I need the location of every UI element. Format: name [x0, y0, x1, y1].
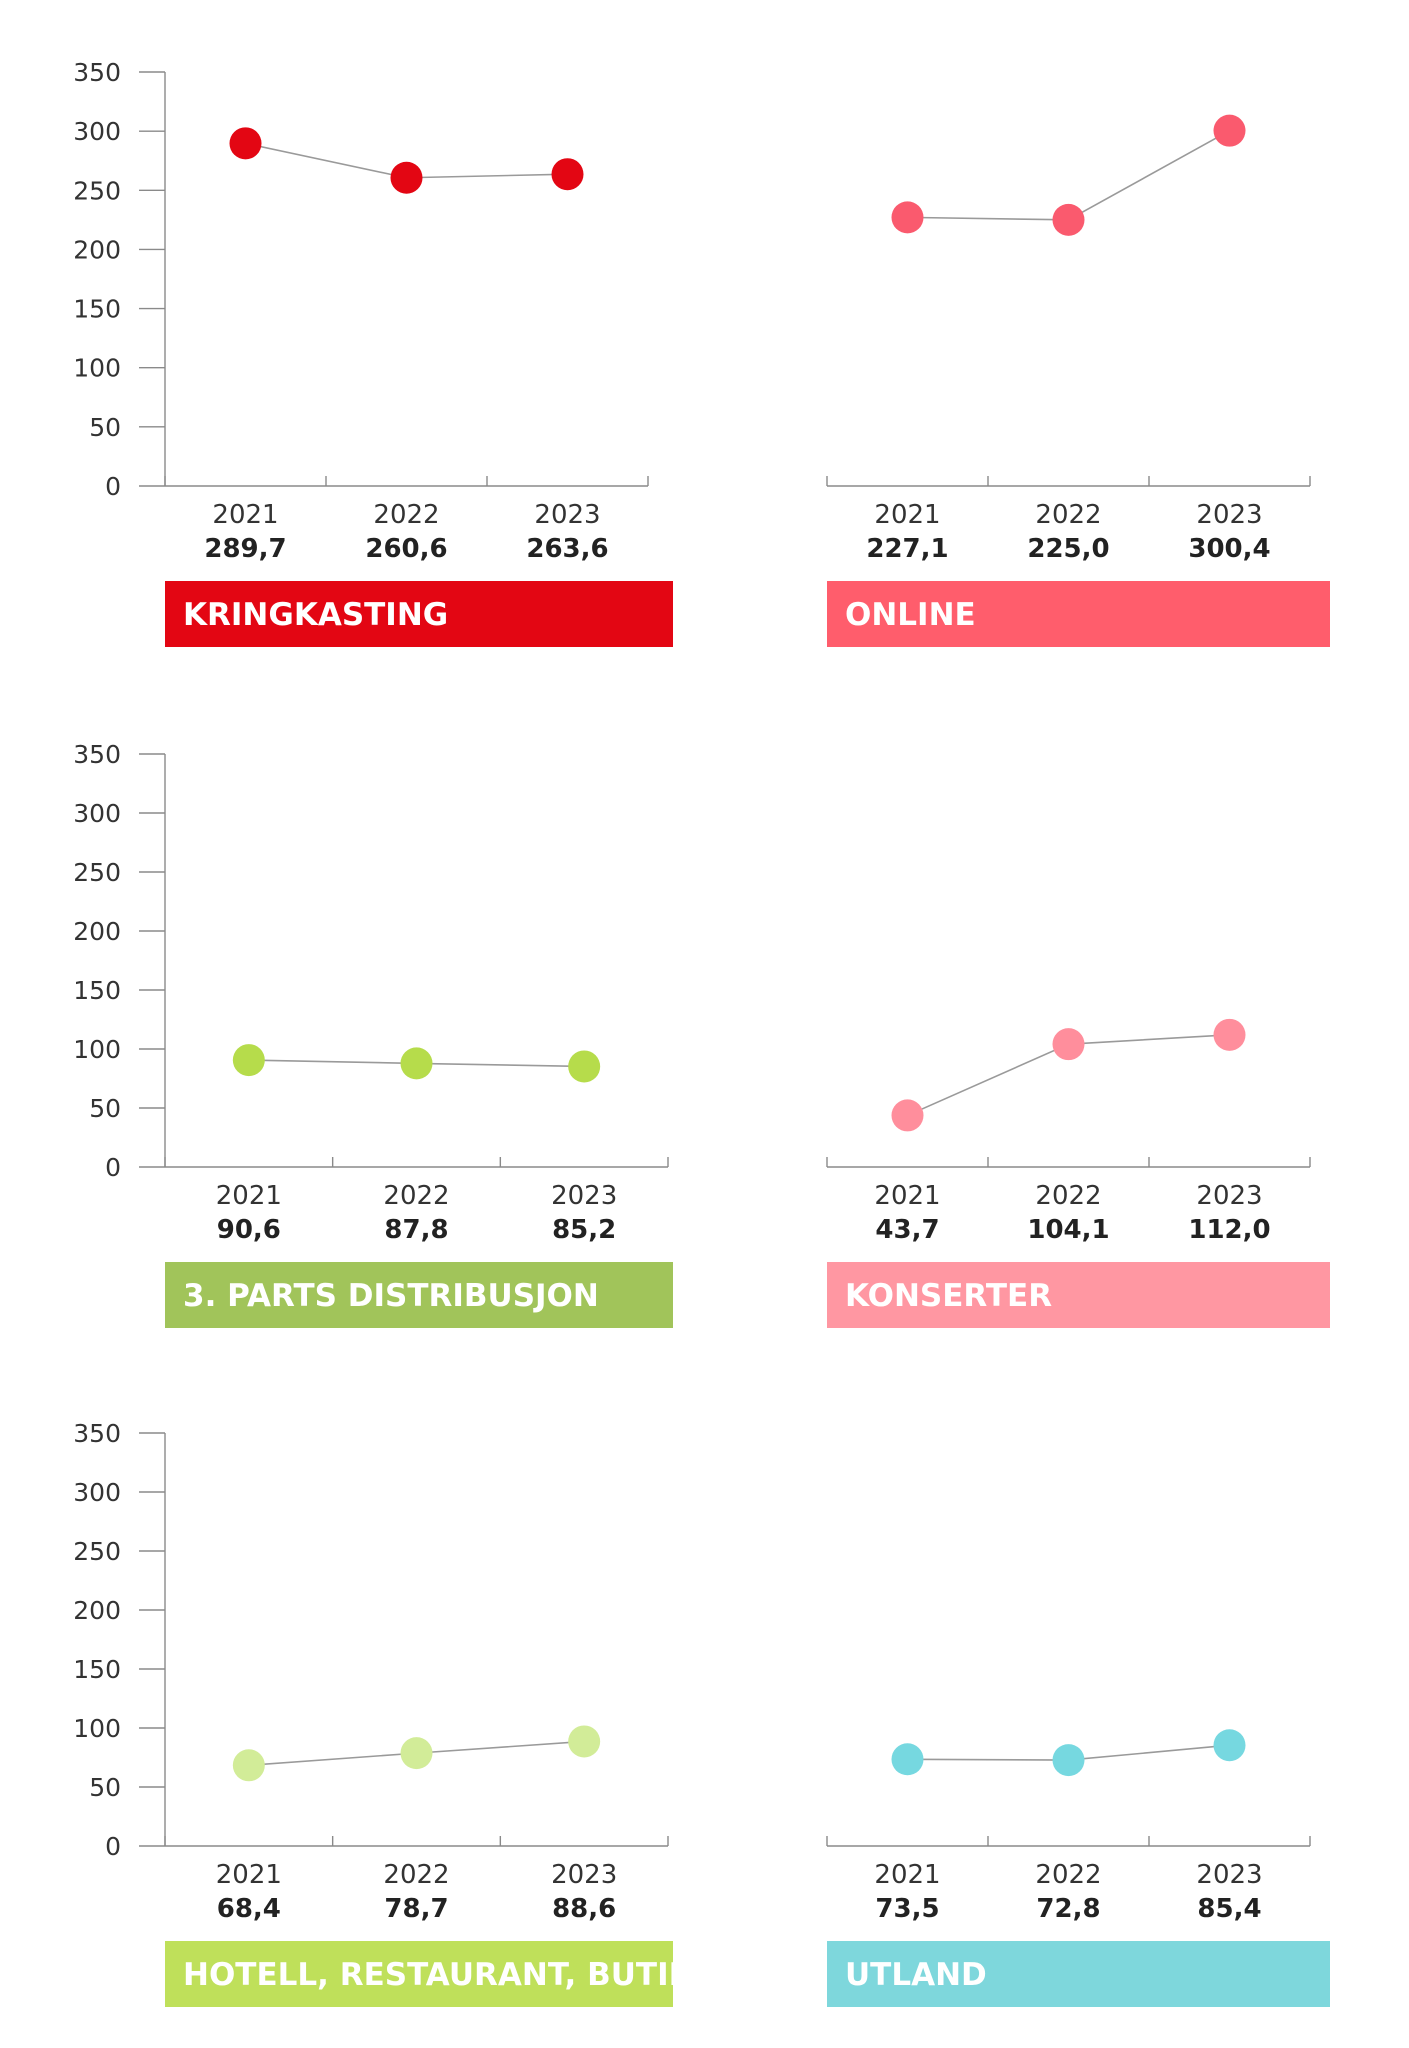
x-tick-label: 2023 — [1196, 500, 1262, 530]
y-tick-label: 250 — [73, 176, 121, 205]
category-banner-title: ONLINE — [845, 597, 976, 633]
data-point-2023 — [551, 158, 584, 191]
data-point-2023 — [568, 1725, 601, 1758]
y-tick-label: 0 — [105, 1153, 121, 1182]
data-point-2022 — [390, 161, 423, 194]
y-tick-label: 100 — [73, 354, 121, 383]
y-tick-label: 250 — [73, 1537, 121, 1566]
data-value-label: 263,6 — [526, 534, 608, 564]
data-value-label: 43,7 — [875, 1215, 939, 1245]
data-value-label: 73,5 — [875, 1894, 939, 1924]
y-tick-label: 300 — [73, 799, 121, 828]
x-tick-label: 2022 — [373, 500, 439, 530]
y-tick-label: 200 — [73, 917, 121, 946]
data-point-2022 — [1052, 203, 1085, 236]
y-tick-label: 300 — [73, 1478, 121, 1507]
y-tick-label: 100 — [73, 1035, 121, 1064]
x-tick-label: 2022 — [383, 1860, 449, 1890]
y-tick-label: 100 — [73, 1714, 121, 1743]
y-tick-label: 50 — [89, 1094, 121, 1123]
data-point-2023 — [1213, 114, 1246, 147]
category-banner-title: KRINGKASTING — [183, 597, 448, 633]
data-point-2023 — [1213, 1729, 1246, 1762]
category-banner — [827, 581, 1330, 647]
data-value-label: 85,2 — [552, 1215, 616, 1245]
data-value-label: 68,4 — [217, 1894, 281, 1924]
data-value-label: 227,1 — [866, 534, 948, 564]
x-tick-label: 2021 — [874, 1181, 940, 1211]
data-point-2021 — [229, 127, 262, 160]
category-banner — [827, 1262, 1330, 1328]
y-tick-label: 300 — [73, 117, 121, 146]
x-tick-label: 2021 — [212, 500, 278, 530]
y-tick-label: 50 — [89, 1773, 121, 1802]
chart-panel-3: 0 50 100 150 200 250 300 350 2021 90,6 2022 87,8 202… — [73, 740, 673, 1328]
data-point-2023 — [1213, 1018, 1246, 1051]
data-value-label: 260,6 — [365, 534, 447, 564]
category-banner-title: HOTELL, RESTAURANT, BUTIKK — [183, 1957, 718, 1993]
x-tick-label: 2022 — [383, 1181, 449, 1211]
data-point-2022 — [1052, 1028, 1085, 1061]
y-tick-label: 350 — [73, 58, 121, 87]
category-banner — [165, 581, 673, 647]
data-value-label: 289,7 — [204, 534, 286, 564]
data-point-2022 — [400, 1047, 433, 1080]
data-value-label: 88,6 — [552, 1894, 616, 1924]
category-banner-title: KONSERTER — [845, 1278, 1052, 1314]
x-tick-label: 2021 — [874, 1860, 940, 1890]
category-banner — [165, 1262, 673, 1328]
data-value-label: 112,0 — [1188, 1215, 1270, 1245]
data-value-label: 78,7 — [384, 1894, 448, 1924]
x-tick-label: 2021 — [216, 1181, 282, 1211]
data-value-label: 104,1 — [1027, 1215, 1109, 1245]
chart-panel-5: 0 50 100 150 200 250 300 350 2021 68,4 2022 78,7 202… — [73, 1419, 718, 2007]
x-tick-label: 2023 — [534, 500, 600, 530]
chart-panel-2: 2021 227,1 2022 225,0 2023 300,4 ONLINE — [826, 114, 1330, 647]
data-point-2023 — [568, 1050, 601, 1083]
y-tick-label: 0 — [105, 472, 121, 501]
chart-panel-6: 2021 73,5 2022 72,8 2023 85,4 UTLAND — [826, 1729, 1330, 2007]
y-tick-label: 200 — [73, 1596, 121, 1625]
y-tick-label: 250 — [73, 858, 121, 887]
x-tick-label: 2023 — [551, 1860, 617, 1890]
x-tick-label: 2022 — [1035, 1181, 1101, 1211]
x-tick-label: 2023 — [1196, 1860, 1262, 1890]
data-point-2021 — [891, 1743, 924, 1776]
y-tick-label: 150 — [73, 295, 121, 324]
x-tick-label: 2022 — [1035, 1860, 1101, 1890]
y-tick-label: 150 — [73, 1655, 121, 1684]
y-tick-label: 150 — [73, 976, 121, 1005]
chart-panel-4: 2021 43,7 2022 104,1 2023 112,0 KONSERTER — [826, 1018, 1330, 1328]
data-point-2022 — [400, 1737, 433, 1770]
x-tick-label: 2021 — [216, 1860, 282, 1890]
category-banner-title: UTLAND — [845, 1957, 987, 1993]
data-point-2021 — [891, 201, 924, 234]
data-value-label: 72,8 — [1036, 1894, 1100, 1924]
y-tick-label: 0 — [105, 1832, 121, 1861]
category-banner — [165, 1941, 673, 2007]
data-point-2022 — [1052, 1744, 1085, 1777]
category-banner — [827, 1941, 1330, 2007]
data-value-label: 87,8 — [384, 1215, 448, 1245]
data-point-2021 — [232, 1749, 265, 1782]
chart-panel-1: 0 50 100 150 200 250 300 350 2021 289,7 2022 260,6 2… — [73, 58, 673, 647]
data-value-label: 300,4 — [1188, 534, 1270, 564]
y-tick-label: 350 — [73, 1419, 121, 1448]
x-tick-label: 2021 — [874, 500, 940, 530]
data-point-2021 — [891, 1099, 924, 1132]
y-tick-label: 200 — [73, 235, 121, 264]
data-point-2021 — [232, 1044, 265, 1077]
data-value-label: 225,0 — [1027, 534, 1109, 564]
y-tick-label: 50 — [89, 413, 121, 442]
x-tick-label: 2023 — [1196, 1181, 1262, 1211]
x-tick-label: 2023 — [551, 1181, 617, 1211]
y-tick-label: 350 — [73, 740, 121, 769]
x-tick-label: 2022 — [1035, 500, 1101, 530]
category-banner-title: 3. PARTS DISTRIBUSJON — [183, 1278, 599, 1314]
data-value-label: 90,6 — [217, 1215, 281, 1245]
data-value-label: 85,4 — [1197, 1894, 1261, 1924]
